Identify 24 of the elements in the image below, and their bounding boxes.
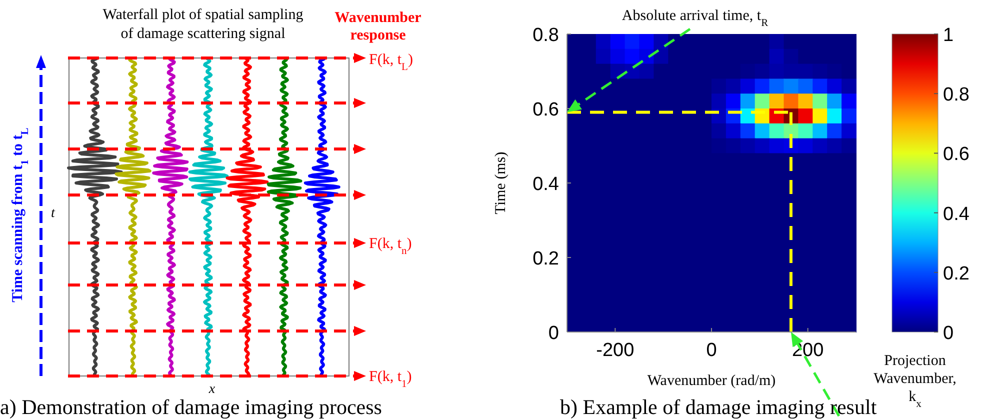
text: F(k, t$_{1}$) [369, 369, 412, 390]
x-tick-label: -200 [596, 340, 634, 361]
y-axis-title: Time (ms) [493, 152, 509, 214]
color-bar-label: 0 [943, 323, 954, 344]
color-bar-label: 1 [943, 25, 954, 46]
text: x [208, 382, 216, 397]
text: F(k, t$_{n}$) [369, 236, 412, 256]
color-bar-label: 0.2 [943, 263, 970, 284]
text: a) Demonstration of damage imaging process [0, 395, 382, 419]
color-bar-label: 0.4 [943, 204, 970, 225]
text: Absolute arrival time, t$_{R}$ [622, 8, 768, 28]
y-tick-label: 0.4 [532, 174, 560, 195]
color-bar-label: 0.8 [943, 84, 970, 106]
x-tick-label: 0 [706, 340, 717, 361]
text: Wavenumber response [334, 10, 422, 44]
y-tick-label: 0 [548, 323, 559, 344]
text: t [51, 206, 56, 221]
color-bar-label: 0.6 [943, 144, 970, 166]
y-tick-label: 0.6 [532, 100, 559, 120]
x-axis-title: Wavenumber (rad/m) [647, 373, 776, 389]
text: F(k, t$_{L}$) [369, 52, 413, 72]
y-tick-label: 0.8 [532, 25, 559, 46]
y-tick-label: 0.2 [532, 248, 559, 270]
text: Waterfall plot of spatial sampling of damage scattering signal [102, 7, 304, 42]
